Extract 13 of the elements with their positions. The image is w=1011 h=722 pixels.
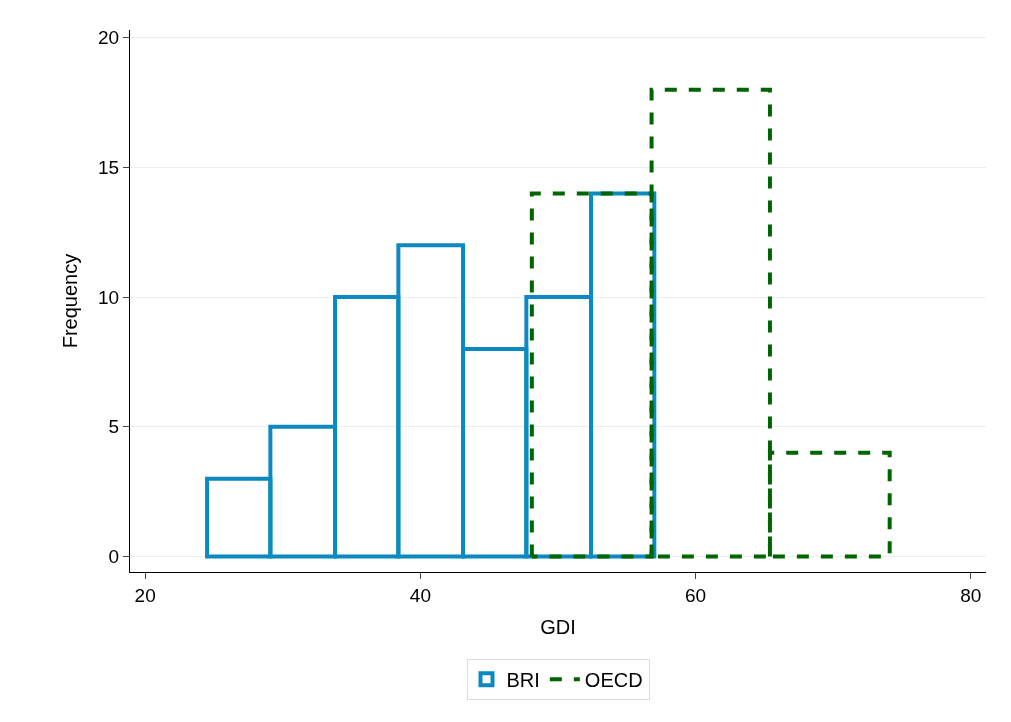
- x-tick-label: 80: [960, 584, 982, 606]
- legend-label: OECD: [584, 669, 643, 692]
- y-tick-label: 10: [98, 286, 120, 308]
- y-tick-label: 5: [108, 416, 120, 438]
- x-tick-label: 20: [134, 584, 156, 606]
- legend-label: BRI: [506, 669, 540, 692]
- x-tick-label: 40: [409, 584, 431, 606]
- y-axis-title: Frequency: [58, 253, 81, 349]
- x-axis-title: GDI: [540, 616, 576, 639]
- y-tick-label: 20: [98, 27, 120, 49]
- y-tick-label: 15: [98, 157, 120, 179]
- y-tick-label: 0: [108, 546, 120, 568]
- x-tick-label: 60: [685, 584, 707, 606]
